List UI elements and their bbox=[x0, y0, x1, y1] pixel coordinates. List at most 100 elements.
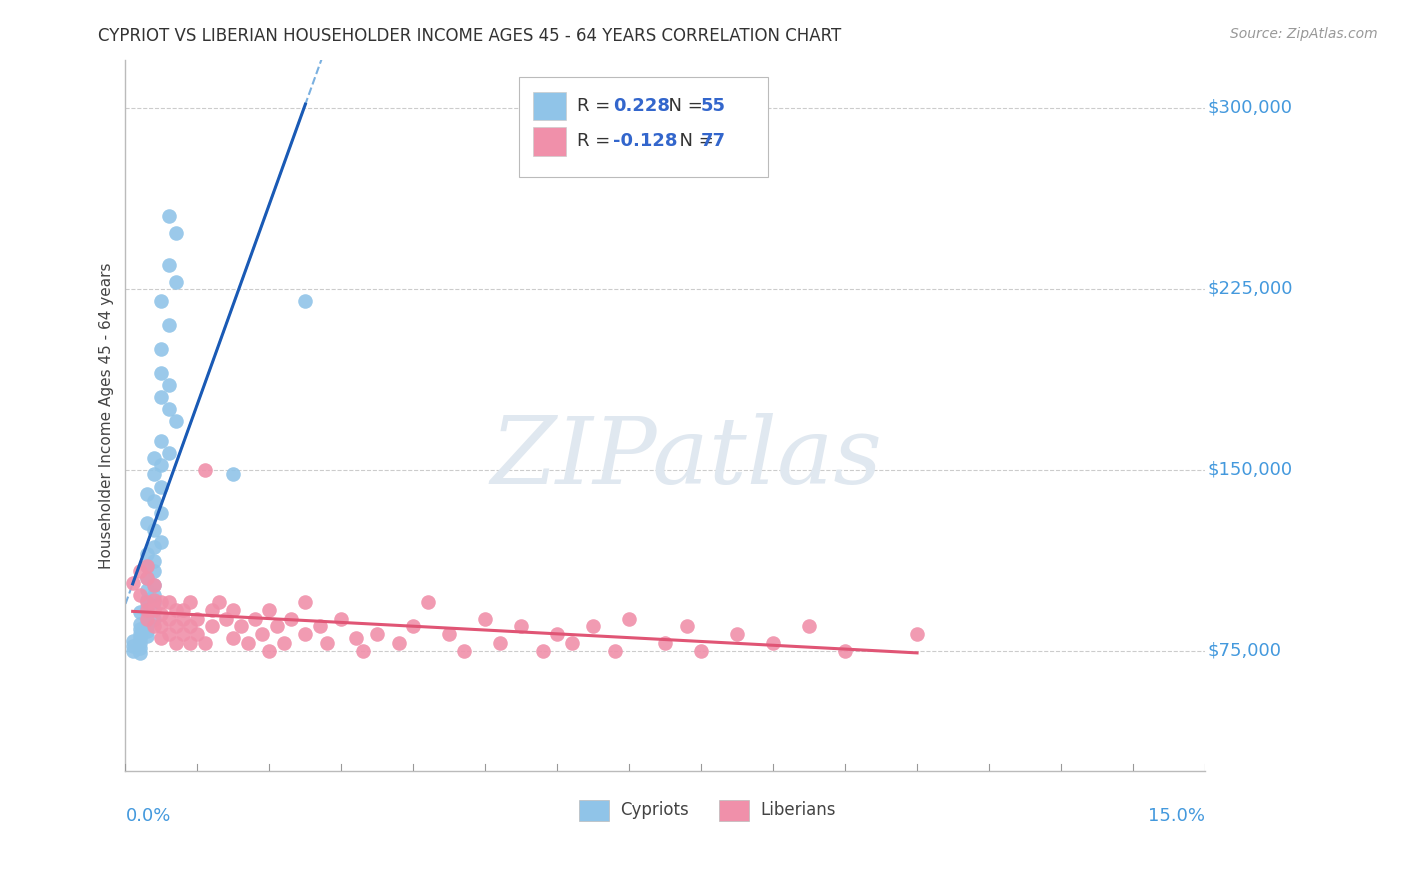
Point bbox=[215, 612, 238, 626]
Point bbox=[128, 564, 150, 578]
Point bbox=[150, 342, 173, 356]
Point bbox=[157, 318, 180, 332]
Point bbox=[294, 626, 316, 640]
Point bbox=[172, 612, 194, 626]
Point bbox=[201, 602, 224, 616]
Point bbox=[179, 619, 201, 633]
Point bbox=[165, 602, 187, 616]
Point bbox=[150, 607, 173, 622]
Text: N =: N = bbox=[657, 97, 709, 115]
Point bbox=[128, 636, 150, 650]
Point bbox=[143, 540, 166, 554]
Point bbox=[157, 258, 180, 272]
Point bbox=[136, 547, 159, 561]
Text: 55: 55 bbox=[700, 97, 725, 115]
Point bbox=[157, 378, 180, 392]
Point bbox=[150, 619, 173, 633]
Point bbox=[128, 622, 150, 636]
Point bbox=[194, 636, 217, 650]
Point bbox=[128, 641, 150, 656]
Text: ZIPatlas: ZIPatlas bbox=[491, 413, 883, 503]
Point bbox=[136, 571, 159, 585]
Point bbox=[797, 619, 820, 633]
Point bbox=[582, 619, 605, 633]
Point bbox=[136, 600, 159, 615]
Point bbox=[143, 588, 166, 602]
Text: Liberians: Liberians bbox=[761, 801, 835, 819]
Point bbox=[157, 210, 180, 224]
Point bbox=[654, 636, 676, 650]
Point bbox=[344, 632, 367, 646]
Bar bbox=[533, 92, 565, 120]
Point bbox=[330, 612, 353, 626]
Point bbox=[143, 612, 166, 626]
Point bbox=[128, 646, 150, 660]
Text: 15.0%: 15.0% bbox=[1147, 806, 1205, 825]
Text: R =: R = bbox=[576, 132, 616, 151]
Point bbox=[143, 467, 166, 482]
Bar bbox=[579, 799, 609, 821]
Point bbox=[236, 636, 259, 650]
Point bbox=[186, 626, 208, 640]
Text: -0.128: -0.128 bbox=[613, 132, 678, 151]
Point bbox=[136, 595, 159, 609]
Point bbox=[143, 494, 166, 508]
FancyBboxPatch shape bbox=[519, 78, 768, 177]
Point bbox=[143, 564, 166, 578]
Point bbox=[725, 626, 748, 640]
Point bbox=[619, 612, 641, 626]
Point bbox=[510, 619, 533, 633]
Point bbox=[136, 571, 159, 585]
Point bbox=[136, 607, 159, 622]
Text: $225,000: $225,000 bbox=[1208, 280, 1292, 298]
Point bbox=[143, 602, 166, 616]
Point bbox=[136, 619, 159, 633]
Point bbox=[690, 643, 713, 657]
Point bbox=[150, 434, 173, 448]
Point bbox=[316, 636, 339, 650]
Point bbox=[488, 636, 510, 650]
Point bbox=[366, 626, 388, 640]
Text: Source: ZipAtlas.com: Source: ZipAtlas.com bbox=[1230, 27, 1378, 41]
Point bbox=[165, 414, 187, 428]
Point bbox=[150, 458, 173, 472]
Point bbox=[121, 633, 143, 648]
Text: $75,000: $75,000 bbox=[1208, 641, 1281, 659]
Point bbox=[208, 595, 231, 609]
Point bbox=[157, 626, 180, 640]
Point bbox=[143, 450, 166, 465]
Point bbox=[439, 626, 461, 640]
Point bbox=[762, 636, 785, 650]
Point bbox=[165, 227, 187, 241]
Point bbox=[136, 612, 159, 626]
Point bbox=[546, 626, 568, 640]
Point bbox=[136, 516, 159, 530]
Point bbox=[136, 602, 159, 616]
Point bbox=[157, 595, 180, 609]
Point bbox=[143, 595, 166, 609]
Point bbox=[474, 612, 496, 626]
Point bbox=[675, 619, 697, 633]
Point bbox=[143, 578, 166, 592]
Point bbox=[222, 467, 245, 482]
Point bbox=[834, 643, 856, 657]
Point bbox=[273, 636, 295, 650]
Text: CYPRIOT VS LIBERIAN HOUSEHOLDER INCOME AGES 45 - 64 YEARS CORRELATION CHART: CYPRIOT VS LIBERIAN HOUSEHOLDER INCOME A… bbox=[98, 27, 842, 45]
Point bbox=[150, 535, 173, 549]
Point bbox=[128, 605, 150, 619]
Point bbox=[259, 643, 281, 657]
Point bbox=[186, 612, 208, 626]
Point bbox=[136, 615, 159, 629]
Point bbox=[128, 632, 150, 646]
Point bbox=[143, 619, 166, 633]
Point bbox=[136, 487, 159, 501]
Bar bbox=[718, 799, 749, 821]
Point bbox=[143, 523, 166, 537]
Point bbox=[222, 602, 245, 616]
Point bbox=[136, 559, 159, 574]
Point bbox=[388, 636, 411, 650]
Text: Cypriots: Cypriots bbox=[620, 801, 689, 819]
Point bbox=[157, 446, 180, 460]
Point bbox=[416, 595, 439, 609]
Point bbox=[201, 619, 224, 633]
